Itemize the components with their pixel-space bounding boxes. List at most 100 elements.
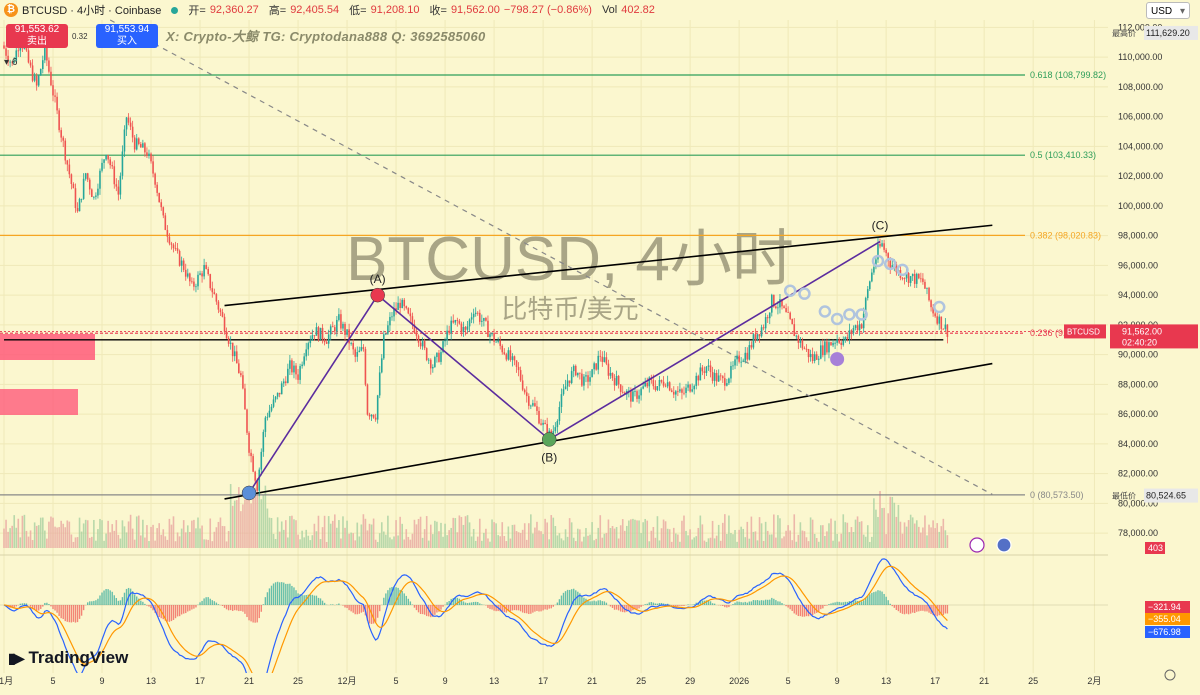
volume-bar	[3, 529, 5, 548]
macd-histogram-bar	[916, 605, 917, 612]
volume-bar	[546, 522, 548, 548]
sell-button[interactable]: 91,553.62 卖出	[6, 24, 68, 48]
candle-body	[132, 127, 134, 138]
candle-body	[538, 411, 540, 424]
macd-histogram-bar	[359, 605, 360, 614]
volume-bar	[785, 531, 787, 548]
volume-bar	[922, 527, 924, 548]
symbol-title[interactable]: BTCUSD · 4小时 · Coinbase	[22, 2, 161, 18]
macd-histogram-bar	[401, 591, 402, 605]
macd-histogram-bar	[493, 605, 494, 611]
candle-body	[777, 307, 779, 308]
lightning-icon[interactable]	[970, 538, 984, 552]
candle-body	[659, 380, 661, 386]
volume-bar	[48, 522, 50, 548]
volume-bar	[69, 522, 71, 548]
candle-body	[273, 399, 275, 406]
candle-body	[69, 165, 71, 175]
volume-bar	[109, 532, 111, 548]
macd-histogram-bar	[348, 605, 349, 610]
volume-bar	[377, 542, 379, 548]
target-marker[interactable]	[830, 352, 844, 366]
macd-histogram-bar	[471, 602, 472, 605]
volume-bar	[320, 539, 322, 548]
volume-bar	[450, 528, 452, 548]
macd-histogram-bar	[655, 603, 656, 605]
volume-bar	[624, 531, 626, 548]
volume-bar	[824, 536, 826, 548]
macd-histogram-bar	[408, 599, 409, 605]
volume-bar	[822, 525, 824, 548]
volume-bar	[67, 520, 69, 548]
candle-body	[197, 275, 199, 287]
macd-histogram-bar	[350, 605, 351, 611]
candle-body	[187, 273, 189, 276]
volume-bar	[452, 518, 454, 548]
currency-select[interactable]: USD▾	[1146, 2, 1190, 19]
wave-point-marker[interactable]	[242, 486, 256, 500]
volume-bar	[887, 513, 889, 548]
macd-histogram-bar	[216, 603, 217, 605]
candle-body	[914, 274, 916, 284]
volume-bar	[648, 541, 650, 548]
macd-histogram-bar	[781, 603, 782, 605]
time-tick-label: 9	[835, 676, 840, 686]
volume-bar	[845, 522, 847, 548]
candle-body	[514, 356, 516, 360]
volume-bar	[493, 522, 495, 548]
candle-body	[655, 386, 657, 390]
volume-bar	[763, 541, 765, 548]
candle-body	[365, 349, 367, 385]
macd-histogram-bar	[649, 602, 650, 605]
candle-body	[557, 421, 559, 427]
macd-histogram-bar	[60, 605, 61, 618]
wave-point-marker[interactable]	[542, 432, 556, 446]
macd-histogram-bar	[93, 601, 94, 605]
candle-body	[220, 310, 222, 312]
candle-body	[134, 138, 136, 150]
volume-bar	[89, 538, 91, 548]
candle-body	[467, 326, 469, 329]
buy-button[interactable]: 91,553.94 买入	[96, 24, 158, 48]
macd-histogram-bar	[528, 605, 529, 614]
volume-bar	[242, 504, 244, 548]
volume-bar	[602, 538, 604, 548]
candle-body	[508, 350, 510, 359]
volume-bar	[38, 525, 40, 548]
candle-body	[118, 187, 120, 195]
volume-bar	[616, 527, 618, 548]
volume-bar	[926, 535, 928, 548]
buy-label: 买入	[96, 36, 158, 48]
volume-bar	[340, 538, 342, 548]
volume-bar	[459, 515, 461, 548]
volume-bar	[599, 515, 601, 548]
macd-histogram-bar	[832, 603, 833, 605]
candle-body	[520, 370, 522, 380]
macd-histogram-bar	[875, 591, 876, 605]
candle-body	[201, 273, 203, 276]
macd-histogram-bar	[534, 605, 535, 612]
us-flag-icon[interactable]	[997, 538, 1011, 552]
candle-body	[734, 359, 736, 365]
indicator-toggle[interactable]: ▾ 6	[4, 57, 17, 68]
volume-bar	[234, 501, 236, 548]
time-tick-label: 13	[881, 676, 891, 686]
fib-level-label: 0.5 (103,410.33)	[1030, 150, 1096, 160]
macd-histogram-bar	[563, 593, 564, 605]
volume-bar	[552, 518, 554, 548]
volume-bar	[303, 537, 305, 548]
volume-bar	[828, 523, 830, 548]
volume-bar	[871, 537, 873, 548]
volume-bar	[260, 499, 262, 548]
candle-body	[581, 374, 583, 386]
wave-point-marker[interactable]	[371, 288, 385, 302]
candle-body	[742, 361, 744, 362]
candle-body	[491, 333, 493, 334]
candle-body	[751, 345, 753, 347]
volume-bar	[444, 524, 446, 548]
volume-bar	[175, 541, 177, 548]
candle-body	[232, 343, 234, 356]
macd-histogram-bar	[651, 602, 652, 605]
